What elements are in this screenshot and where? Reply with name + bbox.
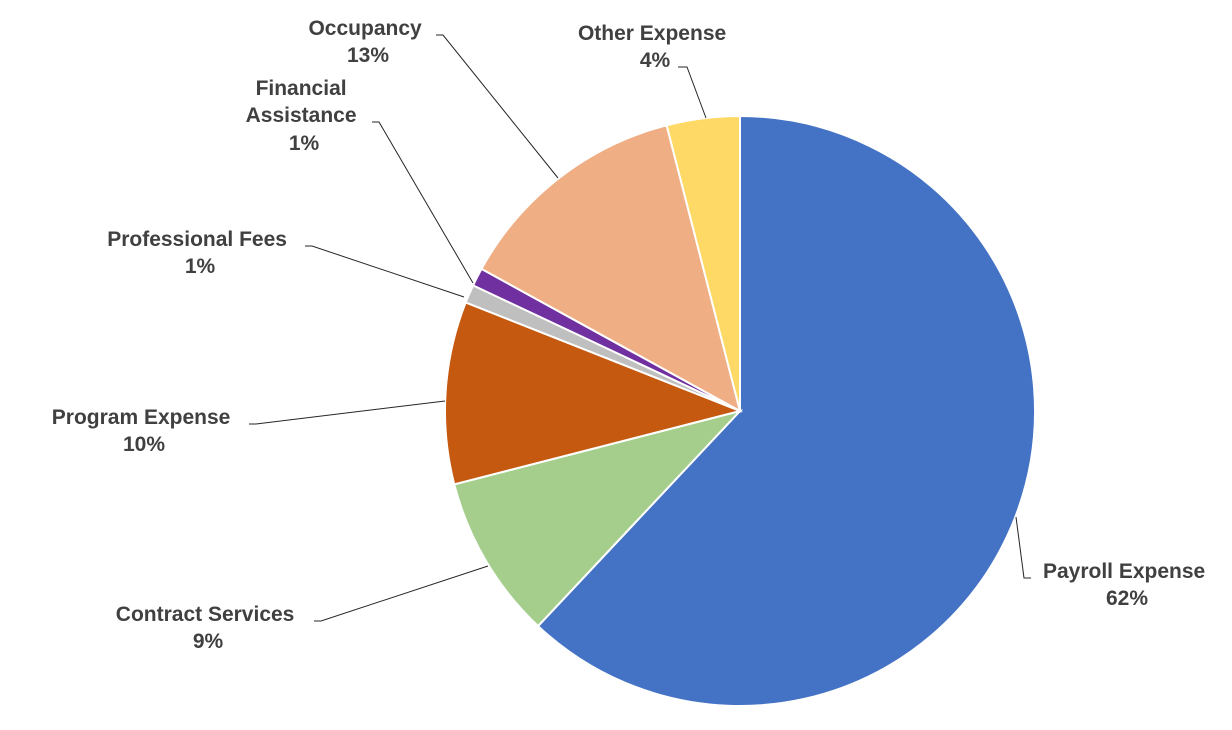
label-other-expense-name: Other Expense [578, 22, 726, 45]
leader-line-occupancy [436, 34, 559, 179]
label-other-expense-value: 4% [640, 49, 671, 72]
slice-program-expense [444, 301, 744, 486]
slice-occupancy [480, 124, 742, 413]
leader-line-other-expense [678, 66, 707, 119]
label-payroll-expense-value: 62% [1106, 587, 1148, 610]
label-professional-fees-name: Professional Fees [107, 228, 287, 251]
label-financial-assistance-name-line1: Financial [256, 77, 347, 100]
label-professional-fees: Professional Fees 1% [107, 228, 293, 278]
label-professional-fees-value: 1% [185, 255, 216, 278]
labels-layer: Payroll Expense 62% Contract Services 9%… [52, 17, 1211, 653]
leader-line-financial-assistance [372, 121, 474, 284]
leader-line-program-expense [249, 400, 446, 425]
label-financial-assistance-value: 1% [289, 132, 320, 155]
leader-line-payroll-expense [1015, 516, 1031, 579]
label-financial-assistance-name-line2: Assistance [246, 104, 357, 127]
label-payroll-expense-name: Payroll Expense [1043, 560, 1205, 583]
label-occupancy: Occupancy 13% [308, 17, 427, 67]
slice-contract-services [453, 409, 744, 628]
label-other-expense: Other Expense 4% [578, 22, 732, 72]
label-program-expense: Program Expense 10% [52, 406, 236, 456]
label-program-expense-name: Program Expense [52, 406, 231, 429]
leader-line-contract-services [314, 565, 489, 622]
label-program-expense-value: 10% [123, 433, 165, 456]
label-payroll-expense: Payroll Expense 62% [1043, 560, 1211, 610]
slices-layer [444, 114, 1036, 707]
label-contract-services-value: 9% [193, 630, 224, 653]
slice-other-expense [665, 114, 741, 412]
label-contract-services: Contract Services 9% [116, 603, 300, 653]
leader-line-professional-fees [305, 245, 465, 298]
label-occupancy-name: Occupancy [308, 17, 422, 40]
label-financial-assistance: Financial Assistance 1% [246, 77, 363, 155]
leader-lines-layer [249, 34, 1031, 622]
label-occupancy-value: 13% [347, 44, 389, 67]
slice-payroll-expense [536, 114, 1036, 707]
label-contract-services-name: Contract Services [116, 603, 295, 626]
